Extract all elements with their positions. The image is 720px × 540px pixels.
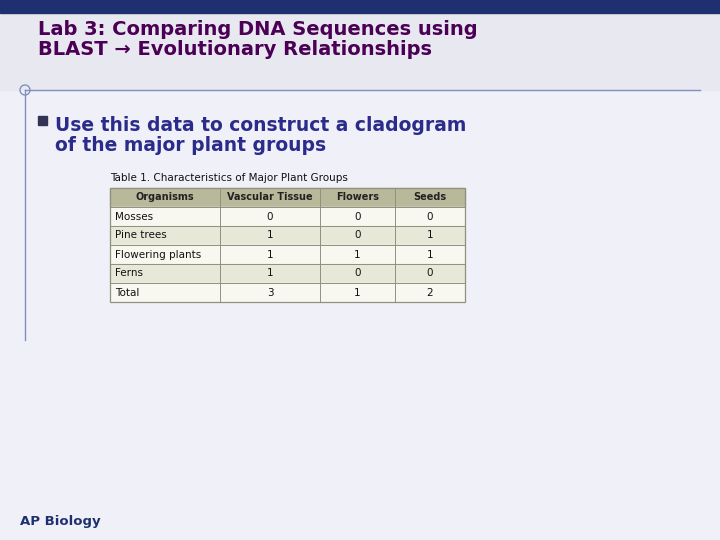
Bar (110, 245, 465, 264)
Bar (110, 188, 465, 207)
Bar (110, 283, 465, 302)
Bar (38, 116, 47, 125)
Bar (0, 13, 720, 90)
Bar (0, 0, 720, 13)
Text: 0: 0 (266, 212, 274, 221)
Text: 1: 1 (266, 231, 274, 240)
Text: 1: 1 (354, 249, 361, 260)
Text: Organisms: Organisms (135, 192, 194, 202)
Bar (110, 264, 465, 283)
Text: Use this data to construct a cladogram: Use this data to construct a cladogram (55, 116, 467, 135)
Text: 2: 2 (427, 287, 433, 298)
Bar (110, 226, 465, 245)
Text: 0: 0 (427, 212, 433, 221)
Text: 1: 1 (266, 268, 274, 279)
Text: 1: 1 (354, 287, 361, 298)
Text: 0: 0 (427, 268, 433, 279)
Text: 0: 0 (354, 231, 361, 240)
Text: BLAST → Evolutionary Relationships: BLAST → Evolutionary Relationships (38, 40, 432, 59)
Text: of the major plant groups: of the major plant groups (55, 136, 326, 155)
Text: Ferns: Ferns (115, 268, 143, 279)
Text: AP Biology: AP Biology (20, 515, 101, 528)
Text: Vascular Tissue: Vascular Tissue (228, 192, 312, 202)
Text: Total: Total (115, 287, 140, 298)
Text: Mosses: Mosses (115, 212, 153, 221)
Text: Seeds: Seeds (413, 192, 446, 202)
Text: 3: 3 (266, 287, 274, 298)
Text: Pine trees: Pine trees (115, 231, 167, 240)
Text: 1: 1 (427, 249, 433, 260)
Text: 1: 1 (427, 231, 433, 240)
Text: Lab 3: Comparing DNA Sequences using: Lab 3: Comparing DNA Sequences using (38, 20, 477, 39)
Bar (110, 188, 465, 302)
Text: 1: 1 (266, 249, 274, 260)
Text: Flowers: Flowers (336, 192, 379, 202)
Text: Flowering plants: Flowering plants (115, 249, 202, 260)
Text: 0: 0 (354, 212, 361, 221)
Text: 0: 0 (354, 268, 361, 279)
Bar (110, 207, 465, 226)
Text: Table 1. Characteristics of Major Plant Groups: Table 1. Characteristics of Major Plant … (110, 173, 348, 183)
